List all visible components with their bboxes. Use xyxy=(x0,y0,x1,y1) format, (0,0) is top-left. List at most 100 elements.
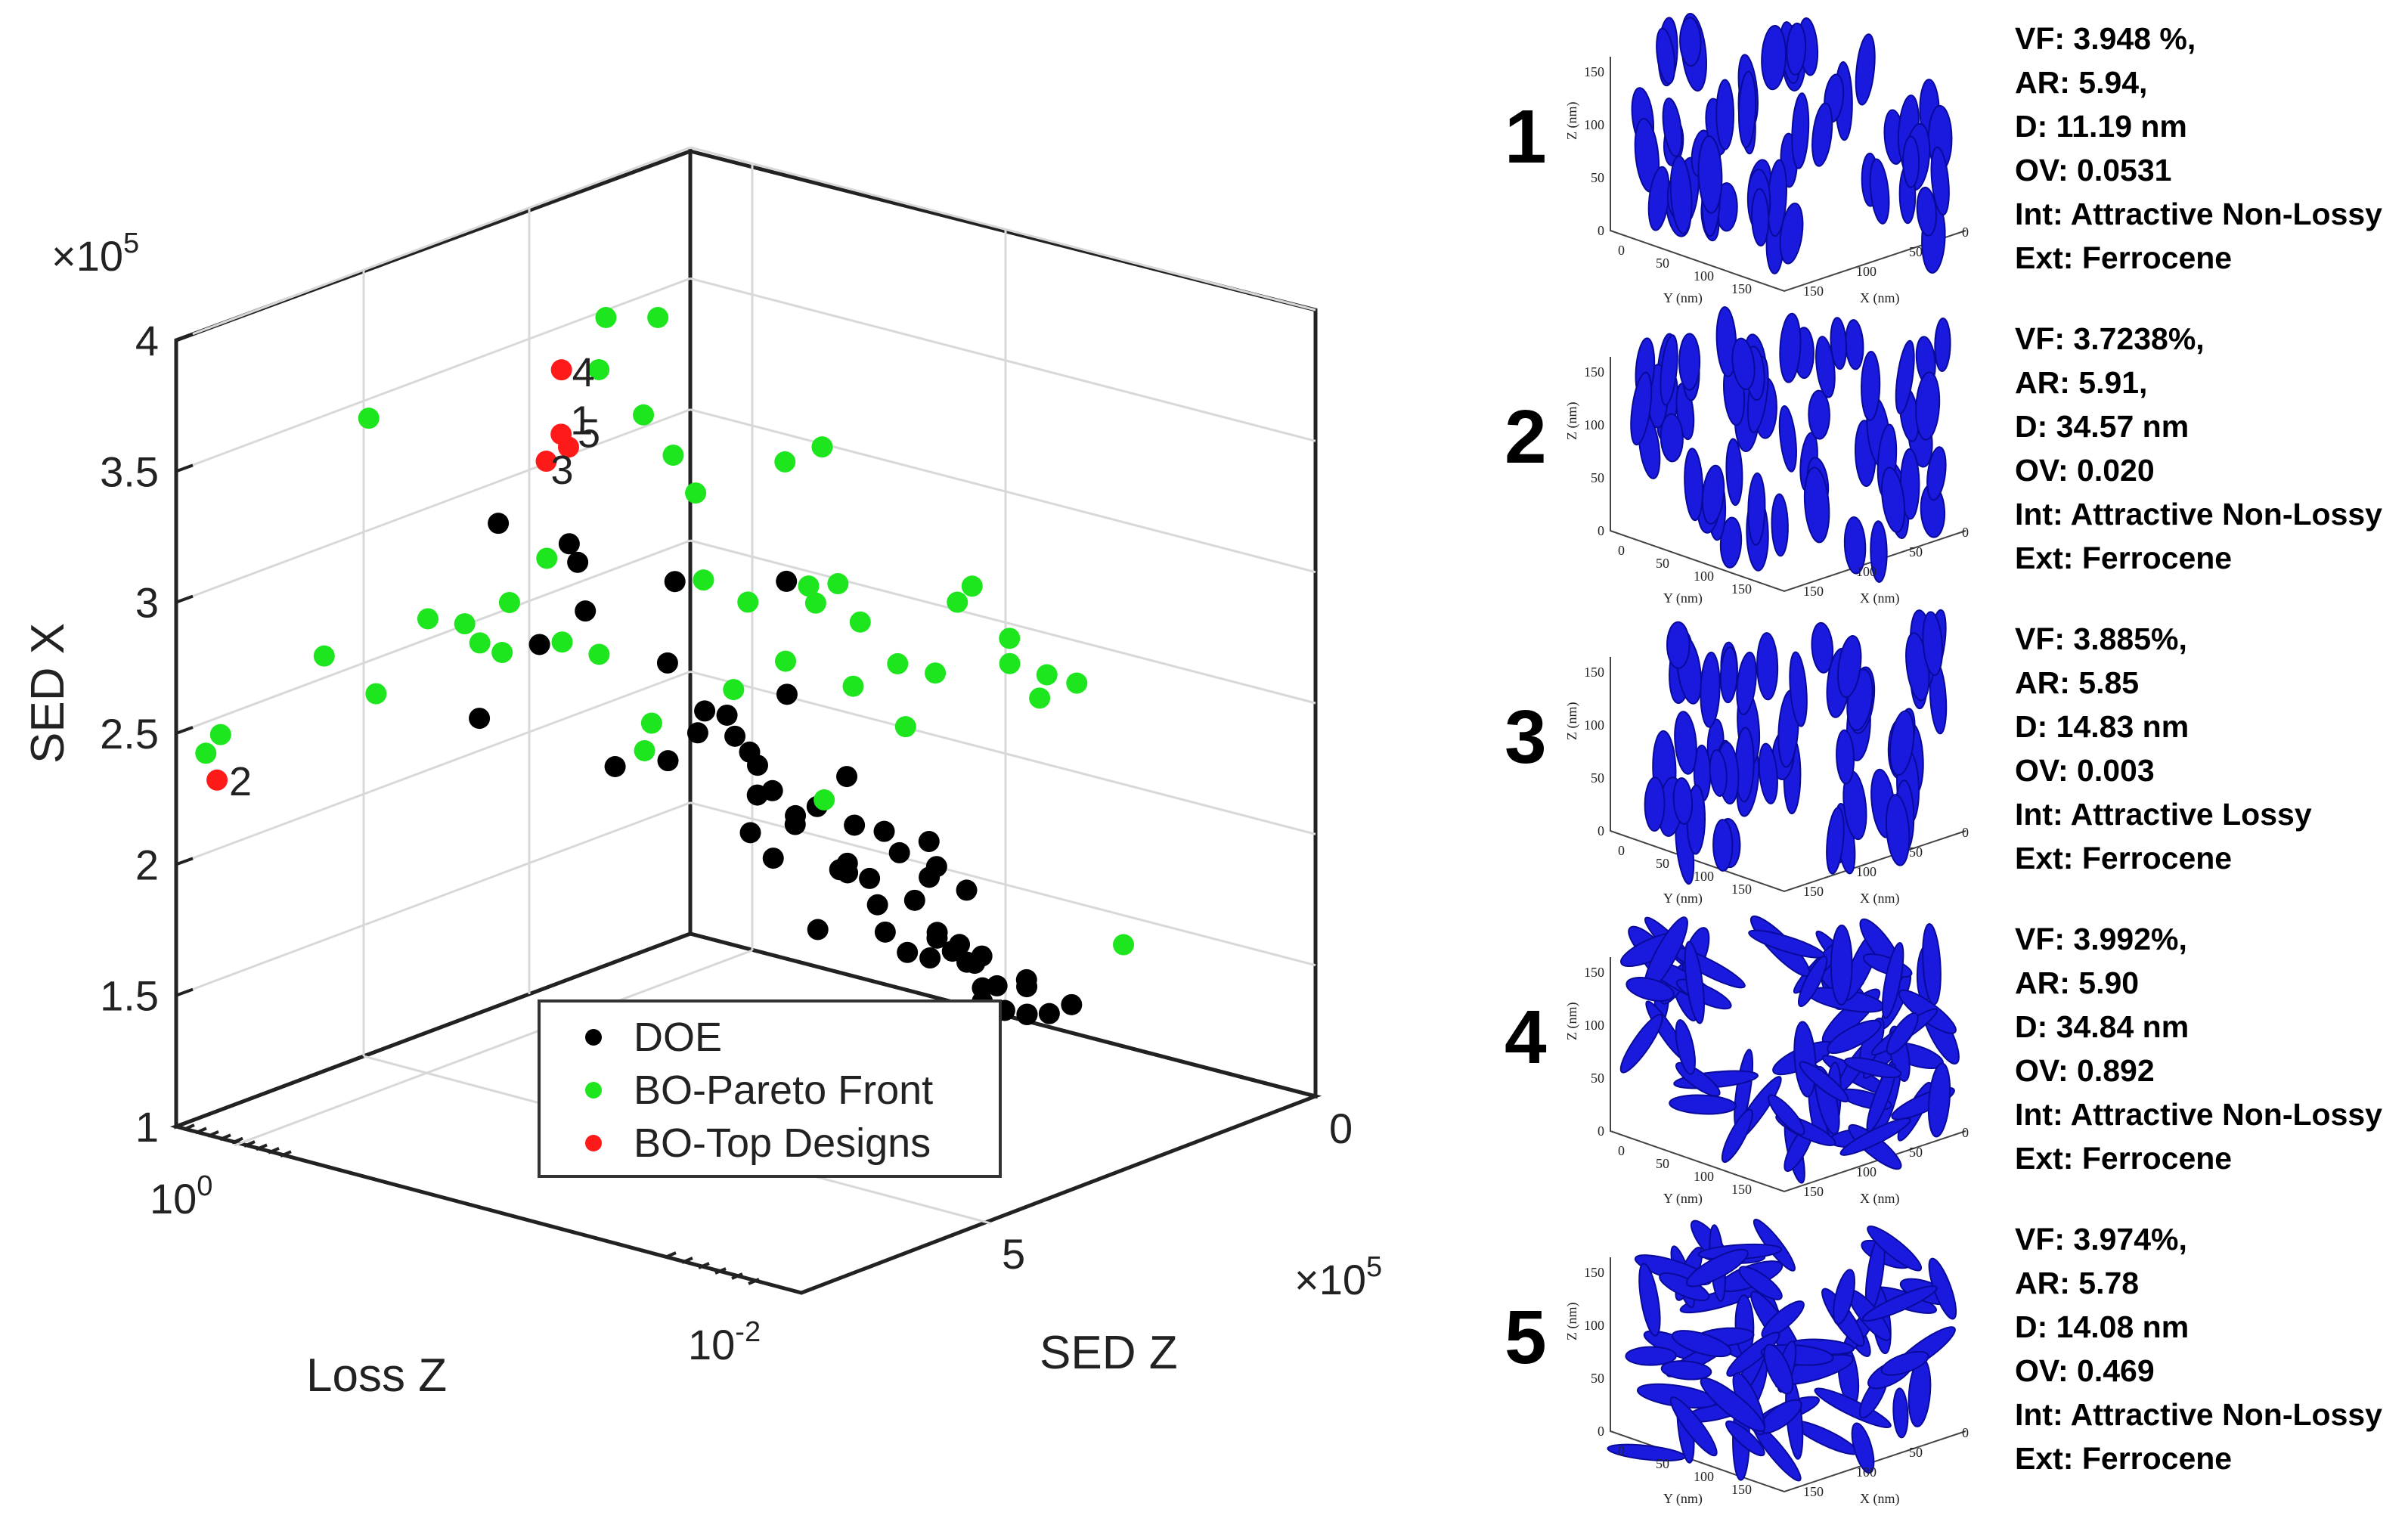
micro-x-tick: 0 xyxy=(1962,525,1969,540)
particle xyxy=(1662,98,1683,157)
doe-point xyxy=(776,570,798,592)
particle xyxy=(1926,446,1947,501)
micro-z-tick: 0 xyxy=(1598,523,1604,538)
z-tick-mark xyxy=(175,726,194,735)
particle xyxy=(1737,70,1757,149)
particle xyxy=(1660,1360,1712,1381)
micro-z-tick: 150 xyxy=(1584,64,1604,79)
doe-point xyxy=(558,533,580,555)
particle xyxy=(1679,17,1702,67)
particle xyxy=(1930,146,1950,216)
particle xyxy=(1791,92,1810,169)
pareto-point xyxy=(536,547,558,569)
micro-y-tick: 50 xyxy=(1656,1156,1669,1171)
particle xyxy=(1715,79,1734,150)
particle xyxy=(1827,1019,1882,1054)
particle xyxy=(1786,22,1807,76)
z-tick-mark xyxy=(175,1119,194,1128)
loss-minor-tick xyxy=(681,1257,693,1264)
d-text: D: 34.84 nm xyxy=(2015,1009,2189,1044)
particle xyxy=(1726,1331,1780,1377)
pareto-point xyxy=(723,679,745,701)
particle xyxy=(1934,317,1951,372)
doe-point xyxy=(926,922,948,944)
particle xyxy=(1885,794,1911,866)
legend-marker-top xyxy=(585,1135,602,1151)
micro-x-label: X (nm) xyxy=(1860,1491,1900,1507)
particle xyxy=(1779,312,1802,383)
x-axis-label: Loss Z xyxy=(306,1350,447,1402)
particle xyxy=(1895,339,1915,414)
loss-minor-tick xyxy=(243,1140,256,1148)
doe-point xyxy=(956,879,978,901)
particle xyxy=(1685,1248,1749,1288)
particle xyxy=(1778,405,1797,473)
pareto-point xyxy=(947,591,968,613)
pareto-point xyxy=(842,675,864,697)
pareto-point xyxy=(595,307,617,328)
particle xyxy=(1700,651,1721,728)
particle xyxy=(1630,371,1653,446)
particle xyxy=(1684,941,1705,1024)
micro-x-tick: 0 xyxy=(1962,825,1969,840)
particle xyxy=(1712,819,1734,872)
z-tick-mark xyxy=(175,333,194,342)
micro-y-tick: 100 xyxy=(1694,268,1714,284)
particle xyxy=(1803,466,1830,544)
pareto-point xyxy=(1029,687,1051,709)
particle xyxy=(1697,135,1723,214)
doe-point xyxy=(785,804,807,826)
micro-z-tick: 100 xyxy=(1584,1018,1604,1033)
pareto-point xyxy=(827,573,849,595)
particle xyxy=(1619,1013,1663,1074)
doe-point xyxy=(469,708,491,730)
z-tick-label: 4 xyxy=(135,317,159,364)
ext-text: Ext: Ferrocene xyxy=(2015,1141,2232,1176)
doe-point xyxy=(897,941,919,963)
loss-minor-tick xyxy=(280,1150,292,1158)
micro-x-label: X (nm) xyxy=(1860,891,1900,906)
ar-text: AR: 5.94, xyxy=(2015,65,2147,100)
pareto-point xyxy=(737,591,759,613)
top-design-label: 1 xyxy=(570,398,593,443)
loss-minor-tick xyxy=(714,1267,727,1275)
doe-point xyxy=(807,919,829,941)
grid-line-floor xyxy=(234,949,753,1147)
particle xyxy=(1758,742,1778,804)
particle xyxy=(1761,24,1787,91)
particle xyxy=(1811,621,1834,674)
pareto-point xyxy=(1113,934,1135,956)
particle xyxy=(1719,646,1738,704)
micro-z-tick: 150 xyxy=(1584,364,1604,380)
ext-text: Ext: Ferrocene xyxy=(2015,240,2232,275)
ov-text: OV: 0.0531 xyxy=(2015,153,2171,187)
particle xyxy=(1700,1377,1766,1432)
doe-point xyxy=(888,841,910,863)
particle xyxy=(1761,1300,1805,1339)
particle xyxy=(1843,516,1867,575)
microstructure-render: Z (nm) 0 50 100 150 0 50 100 150 150 100 50 0 Y (nm) X… xyxy=(1564,609,1969,906)
micro-x-tick: 150 xyxy=(1803,884,1824,899)
micro-y-tick: 150 xyxy=(1731,1182,1752,1197)
micro-y-tick: 150 xyxy=(1731,581,1752,597)
particle xyxy=(1861,1285,1938,1322)
particle xyxy=(1916,186,1938,237)
top-design-label: 3 xyxy=(550,448,573,493)
loss-minor-tick xyxy=(231,1136,243,1145)
micro-z-tick: 0 xyxy=(1598,823,1604,838)
particle xyxy=(1660,413,1684,463)
particle xyxy=(1771,493,1789,557)
z-tick-label: 3.5 xyxy=(100,448,159,495)
particle xyxy=(1814,1387,1892,1428)
top-design-point xyxy=(535,451,557,473)
pareto-point xyxy=(999,628,1021,649)
micro-y-tick: 0 xyxy=(1618,243,1625,258)
grid-line-left xyxy=(175,539,691,735)
micro-z-label: Z (nm) xyxy=(1564,102,1580,140)
particle xyxy=(1709,748,1728,797)
sed-z-tick-0: 0 xyxy=(1329,1105,1353,1152)
doe-point xyxy=(761,779,783,801)
micro-y-tick: 100 xyxy=(1694,1469,1714,1484)
micro-z-tick: 150 xyxy=(1584,965,1604,980)
top-design-label: 2 xyxy=(229,759,252,804)
